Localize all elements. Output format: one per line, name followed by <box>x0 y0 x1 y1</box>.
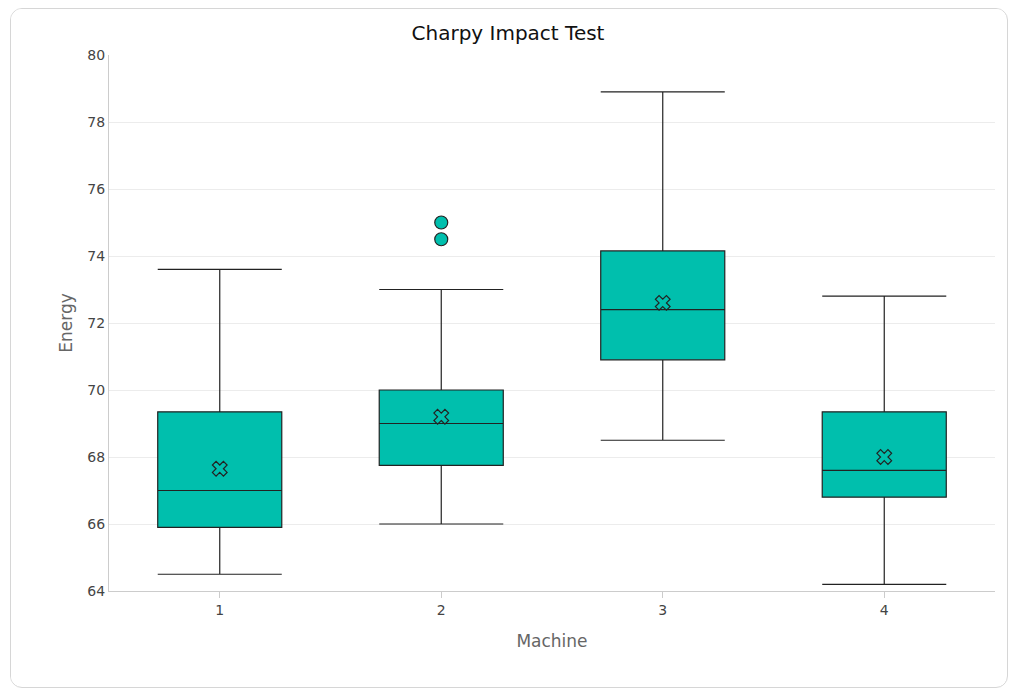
svg-text:3: 3 <box>658 602 667 618</box>
svg-text:78: 78 <box>87 114 105 130</box>
svg-text:2: 2 <box>437 602 446 618</box>
svg-text:Energy: Energy <box>56 293 76 353</box>
svg-text:80: 80 <box>87 47 105 63</box>
svg-text:1: 1 <box>215 602 224 618</box>
svg-text:Charpy Impact Test: Charpy Impact Test <box>412 21 605 45</box>
svg-text:4: 4 <box>880 602 889 618</box>
svg-text:70: 70 <box>87 382 105 398</box>
svg-text:Machine: Machine <box>516 631 587 651</box>
svg-text:76: 76 <box>87 181 105 197</box>
svg-text:64: 64 <box>87 583 105 599</box>
svg-text:74: 74 <box>87 248 105 264</box>
svg-text:66: 66 <box>87 516 105 532</box>
svg-text:72: 72 <box>87 315 105 331</box>
svg-text:68: 68 <box>87 449 105 465</box>
